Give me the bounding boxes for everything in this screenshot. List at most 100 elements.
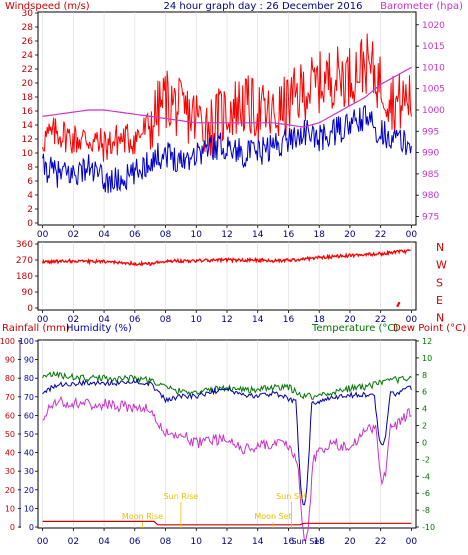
barometer-tick-label: 985: [422, 170, 439, 180]
direction-x-tick-label: 16: [283, 315, 295, 325]
rainfall-tick-label: 80: [5, 374, 15, 383]
windspeed-tick-label: 4: [27, 191, 33, 201]
humidity-tick-label: 50: [24, 430, 34, 439]
temperature-tick-label: 10: [422, 354, 432, 363]
climate-x-tick-label: 00: [406, 537, 418, 547]
humidity-tick-label: 90: [24, 356, 34, 365]
barometer-tick-label: 990: [422, 149, 439, 159]
temperature-tick-label: -8: [422, 506, 430, 515]
direction-x-tick-label: 18: [313, 315, 325, 325]
barometer-tick-label: 995: [422, 127, 439, 137]
windspeed-tick-label: 6: [27, 177, 33, 187]
temperature-tick-label: 6: [422, 388, 427, 397]
windspeed-tick-label: 0: [27, 219, 33, 229]
event-label: Sun Set: [276, 492, 307, 501]
direction-x-tick-label: 00: [406, 315, 418, 325]
temperature-tick-label: -2: [422, 455, 430, 464]
wind-x-tick-label: 18: [313, 230, 325, 240]
direction-x-tick-label: 14: [252, 315, 264, 325]
climate-x-tick-label: 22: [375, 537, 386, 547]
rainfall-tick-label: 20: [5, 486, 15, 495]
rainfall-tick-label: 0: [10, 523, 15, 532]
windspeed-axis-title: Windspeed (m/s): [5, 1, 90, 12]
direction-x-tick-label: 10: [191, 315, 203, 325]
barometer-axis-title: Barometer (hpa): [380, 1, 463, 12]
wind-x-tick-label: 06: [129, 230, 141, 240]
humidity-tick-label: 70: [24, 393, 34, 402]
windspeed-tick-label: 8: [27, 163, 33, 173]
rainfall-tick-label: 100: [0, 337, 15, 346]
temperature-tick-label: 0: [422, 438, 427, 447]
rainfall-axis-title: Rainfall (mm): [2, 323, 70, 334]
barometer-series-line: [42, 66, 412, 128]
wind-x-tick-label: 12: [221, 230, 232, 240]
direction-tick-label: 360: [16, 240, 33, 250]
climate-x-tick-label: 20: [344, 537, 356, 547]
wind-x-tick-label: 08: [160, 230, 172, 240]
temperature-series-line: [42, 370, 412, 400]
temperature-tick-label: -6: [422, 489, 430, 498]
rainfall-tick-label: 10: [5, 504, 15, 513]
climate-x-tick-label: 02: [68, 537, 79, 547]
rainfall-tick-label: 90: [5, 356, 15, 365]
humidity-series-line: [42, 395, 412, 541]
windspeed-tick-label: 30: [22, 9, 34, 19]
humidity-tick-label: 80: [24, 374, 34, 383]
barometer-tick-label: 975: [422, 212, 439, 222]
windspeed-tick-label: 10: [22, 149, 34, 159]
barometer-tick-label: 1015: [422, 42, 445, 52]
footer-event-label: Sun Set: [291, 537, 322, 546]
direction-tick-label: 90: [22, 288, 34, 298]
rainfall-tick-label: 30: [5, 467, 15, 476]
climate-x-tick-label: 04: [98, 537, 110, 547]
wind-x-tick-label: 22: [375, 230, 386, 240]
wind-x-tick-label: 00: [406, 230, 418, 240]
wind-x-tick-label: 14: [252, 230, 264, 240]
direction-tick-label: 180: [16, 272, 33, 282]
rainfall-series-line: [42, 520, 412, 526]
event-label: Moon Set: [254, 512, 291, 521]
windspeed-tick-label: 12: [22, 135, 33, 145]
direction-outlier-point: [397, 301, 401, 305]
rainfall-tick-label: 50: [5, 430, 15, 439]
direction-x-tick-label: 20: [344, 315, 356, 325]
direction-x-tick-label: 00: [37, 315, 49, 325]
humidity-tick-label: 10: [24, 504, 34, 513]
compass-label: W: [436, 259, 447, 272]
direction-tick-label: 0: [27, 304, 33, 314]
direction-x-tick-label: 12: [221, 315, 232, 325]
average-wind-series-line: [42, 105, 412, 194]
climate-x-tick-label: 12: [221, 537, 232, 547]
climate-x-tick-label: 06: [129, 537, 141, 547]
climate-x-tick-label: 18: [313, 537, 325, 547]
barometer-tick-label: 1005: [422, 85, 445, 95]
direction-x-tick-label: 08: [160, 315, 172, 325]
temperature-tick-label: 12: [422, 337, 432, 346]
rainfall-tick-label: 60: [5, 411, 15, 420]
barometer-tick-label: 1010: [422, 63, 445, 73]
compass-label: E: [436, 294, 443, 307]
wind-x-tick-label: 20: [344, 230, 356, 240]
barometer-tick-label: 1000: [422, 106, 445, 116]
wind-x-tick-label: 02: [68, 230, 79, 240]
humidity-axis-title: Humidity (%): [66, 323, 132, 334]
windspeed-tick-label: 16: [22, 107, 34, 117]
windspeed-tick-label: 2: [27, 205, 33, 215]
rainfall-tick-label: 70: [5, 393, 15, 402]
wind-x-tick-label: 00: [37, 230, 49, 240]
wind-x-tick-label: 04: [98, 230, 110, 240]
wind-x-tick-label: 10: [191, 230, 203, 240]
compass-label: N: [436, 312, 444, 325]
windspeed-tick-label: 18: [22, 93, 34, 103]
windspeed-tick-label: 20: [22, 79, 34, 89]
climate-x-tick-label: 14: [252, 537, 264, 547]
windspeed-tick-label: 26: [22, 37, 34, 47]
direction-series-line: [41, 248, 411, 267]
direction-x-tick-label: 06: [129, 315, 141, 325]
temperature-tick-label: -10: [422, 523, 435, 532]
climate-x-tick-label: 08: [160, 537, 172, 547]
event-label: Moon Rise: [122, 512, 163, 521]
dewpoint-series-line: [42, 378, 412, 506]
humidity-tick-label: 30: [24, 467, 34, 476]
chart-content: Windspeed (m/s) 24 hour graph day : 26 De…: [0, 1, 466, 547]
